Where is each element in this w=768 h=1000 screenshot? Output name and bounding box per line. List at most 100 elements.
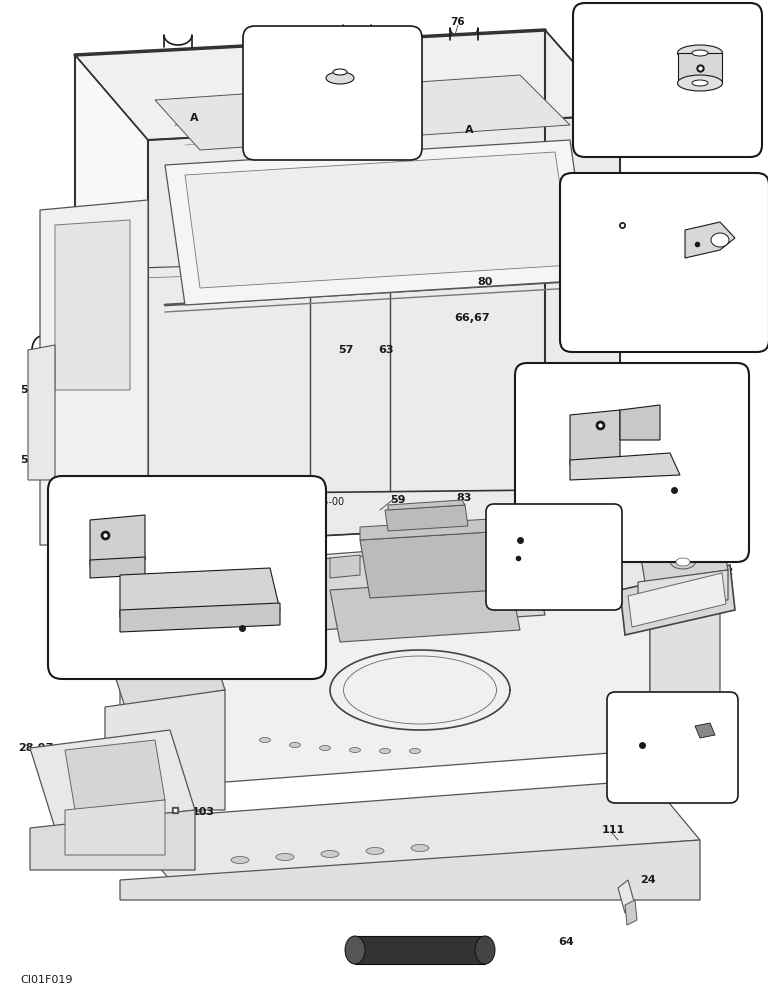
Text: 77: 77 [648, 493, 664, 503]
Ellipse shape [677, 45, 723, 61]
Polygon shape [355, 936, 485, 964]
Polygon shape [385, 505, 468, 531]
Polygon shape [105, 628, 225, 707]
Polygon shape [148, 115, 620, 545]
Polygon shape [165, 140, 590, 305]
Polygon shape [650, 530, 720, 750]
Polygon shape [360, 532, 500, 598]
Ellipse shape [677, 75, 723, 91]
Polygon shape [30, 730, 195, 828]
Polygon shape [75, 30, 620, 140]
Text: 103: 103 [295, 95, 318, 105]
Polygon shape [105, 690, 225, 810]
Polygon shape [330, 555, 360, 578]
FancyBboxPatch shape [48, 476, 326, 679]
Text: 106: 106 [250, 644, 276, 656]
Polygon shape [120, 600, 650, 790]
Text: 103: 103 [192, 807, 215, 817]
Polygon shape [65, 800, 165, 855]
Text: 101: 101 [700, 486, 727, 498]
Polygon shape [628, 573, 726, 627]
Ellipse shape [290, 742, 300, 748]
Text: 114: 114 [75, 510, 98, 520]
Text: A: A [738, 120, 750, 135]
Text: CI01F019: CI01F019 [20, 975, 72, 985]
Polygon shape [75, 30, 545, 495]
Polygon shape [120, 840, 700, 900]
Text: 110: 110 [600, 223, 623, 233]
Polygon shape [695, 723, 715, 738]
Text: 59: 59 [390, 495, 406, 505]
Text: 12-020-01: 12-020-01 [575, 213, 625, 223]
Polygon shape [40, 200, 148, 545]
Polygon shape [638, 570, 728, 600]
Text: 12-013-00: 12-013-00 [52, 640, 102, 650]
Polygon shape [388, 500, 465, 510]
Text: 123: 123 [75, 540, 98, 550]
Text: 121: 121 [295, 70, 318, 80]
Polygon shape [90, 515, 145, 565]
Polygon shape [620, 565, 735, 635]
Polygon shape [30, 810, 195, 870]
Ellipse shape [692, 50, 708, 56]
Ellipse shape [692, 80, 708, 86]
Text: 32: 32 [718, 567, 733, 577]
Text: 57: 57 [338, 345, 353, 355]
Ellipse shape [345, 936, 365, 964]
Ellipse shape [231, 856, 249, 863]
Polygon shape [185, 152, 572, 288]
Ellipse shape [349, 748, 360, 752]
Text: 83: 83 [456, 493, 472, 503]
Polygon shape [678, 53, 722, 83]
Ellipse shape [411, 844, 429, 852]
Ellipse shape [475, 936, 495, 964]
Text: A: A [190, 113, 199, 123]
Polygon shape [685, 222, 735, 258]
Polygon shape [638, 528, 728, 582]
Polygon shape [65, 740, 165, 810]
Polygon shape [360, 519, 490, 540]
Text: 65: 65 [512, 167, 527, 177]
Polygon shape [618, 880, 635, 913]
Polygon shape [570, 410, 620, 465]
Text: 63: 63 [378, 345, 393, 355]
Text: 80: 80 [477, 277, 492, 287]
Text: 119: 119 [502, 517, 525, 527]
Ellipse shape [366, 848, 384, 854]
Ellipse shape [379, 748, 390, 754]
Polygon shape [120, 530, 720, 640]
Ellipse shape [670, 555, 696, 569]
Polygon shape [305, 545, 545, 630]
FancyBboxPatch shape [515, 363, 749, 562]
Ellipse shape [711, 233, 729, 247]
Ellipse shape [319, 746, 330, 750]
Text: 126: 126 [602, 55, 628, 68]
Polygon shape [120, 603, 280, 632]
Text: 24: 24 [640, 875, 656, 885]
Text: 12-015-00: 12-015-00 [295, 497, 345, 507]
Text: 66,67: 66,67 [454, 313, 490, 323]
Text: 59: 59 [20, 385, 35, 395]
Text: 64: 64 [558, 937, 574, 947]
Polygon shape [55, 220, 130, 390]
Text: 61: 61 [252, 90, 266, 100]
Text: 28,97: 28,97 [18, 743, 53, 753]
FancyBboxPatch shape [573, 3, 762, 157]
Text: 95: 95 [510, 540, 525, 550]
Ellipse shape [676, 558, 690, 566]
Ellipse shape [321, 850, 339, 857]
Polygon shape [620, 405, 660, 440]
Text: 61: 61 [500, 193, 515, 203]
Polygon shape [330, 578, 520, 642]
Ellipse shape [409, 748, 421, 754]
FancyBboxPatch shape [486, 504, 622, 610]
Text: 65: 65 [348, 52, 362, 62]
Polygon shape [625, 900, 637, 925]
Polygon shape [545, 30, 620, 520]
FancyBboxPatch shape [607, 692, 738, 803]
Ellipse shape [326, 72, 354, 84]
Text: 12-020-01: 12-020-01 [635, 198, 685, 208]
Text: 80: 80 [680, 284, 697, 296]
Ellipse shape [333, 69, 347, 75]
Ellipse shape [276, 854, 294, 860]
